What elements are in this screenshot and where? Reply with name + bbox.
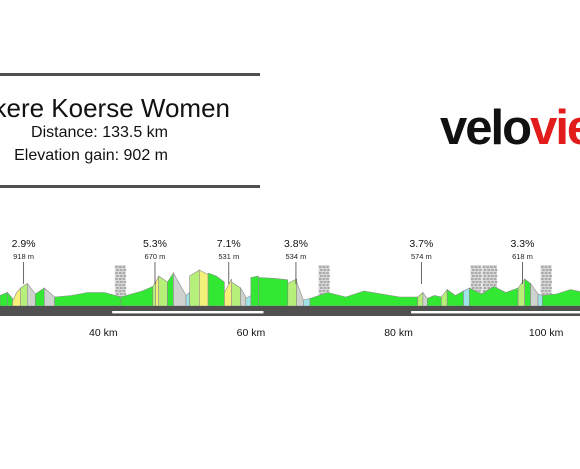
profile-segment — [231, 281, 241, 307]
climb-gradient-label: 2.9% — [12, 238, 36, 250]
profile-segment — [26, 282, 36, 307]
title-box: kere Koerse Women Distance: 133.5 km Ele… — [0, 73, 260, 188]
profile-segment — [245, 294, 252, 307]
profile-segment — [224, 278, 232, 307]
profile-segment — [309, 290, 419, 307]
climb-gradient-label: 3.3% — [511, 238, 535, 250]
distance-tick-label: 80 km — [384, 327, 413, 339]
distance-range-bar — [112, 311, 264, 314]
profile-segment — [152, 280, 156, 307]
logo-part-1: velo — [440, 101, 532, 155]
logo-part-2: vie — [530, 101, 580, 155]
title-rule-bottom — [0, 185, 260, 188]
distance-tick-label: 60 km — [237, 327, 266, 339]
profile-segment — [287, 278, 298, 307]
profile-segment — [20, 282, 28, 307]
climb-gradient-label: 3.7% — [409, 238, 433, 250]
profile-segment — [440, 288, 448, 307]
ground-bar — [0, 306, 580, 316]
profile-segment — [302, 298, 311, 307]
profile-segment — [0, 292, 8, 307]
climb-length-label: 918 m — [13, 252, 34, 261]
profile-segment — [530, 282, 539, 307]
profile-segment — [199, 269, 209, 307]
velovie-logo: velovie — [440, 104, 580, 153]
distance-tick-label: 40 km — [89, 327, 118, 339]
race-distance: Distance: 133.5 km — [31, 124, 168, 141]
profile-segment — [207, 272, 225, 307]
profile-segment — [524, 278, 531, 307]
profile-segment — [240, 286, 247, 307]
profile-segment — [463, 287, 470, 307]
profile-segment — [158, 275, 168, 307]
climb-length-label: 531 m — [218, 252, 239, 261]
distance-tick-label: 100 km — [529, 327, 564, 339]
distance-range-bar — [411, 311, 580, 314]
profile-segment — [517, 278, 526, 307]
profile-segment — [537, 293, 543, 307]
profile-segment — [446, 288, 464, 307]
profile-segment — [173, 271, 187, 307]
climb-length-label: 574 m — [411, 252, 432, 261]
profile-segment — [7, 291, 13, 307]
race-elevation-gain: Elevation gain: 902 m — [14, 147, 168, 164]
climb-gradient-label: 3.8% — [284, 238, 308, 250]
profile-segment — [35, 287, 45, 307]
profile-segment — [426, 295, 442, 307]
climb-gradient-label: 7.1% — [217, 238, 241, 250]
climb-length-label: 618 m — [512, 252, 533, 261]
climb-gradient-label: 5.3% — [143, 238, 167, 250]
profile-segment — [189, 269, 200, 307]
profile-segment — [250, 275, 259, 307]
race-name: kere Koerse Women — [0, 93, 230, 123]
profile-segment — [155, 275, 159, 307]
profile-segment — [54, 292, 122, 307]
profile-segment — [185, 291, 190, 307]
title-rule-top — [0, 73, 260, 76]
profile-segment — [422, 291, 428, 307]
climb-length-label: 534 m — [286, 252, 307, 261]
profile-segment — [257, 277, 289, 307]
profile-segment — [417, 291, 424, 307]
profile-segment — [167, 271, 174, 307]
climb-length-label: 670 m — [145, 252, 166, 261]
profile-segment — [296, 281, 304, 307]
profile-segment — [12, 287, 22, 307]
profile-segment — [43, 287, 55, 307]
